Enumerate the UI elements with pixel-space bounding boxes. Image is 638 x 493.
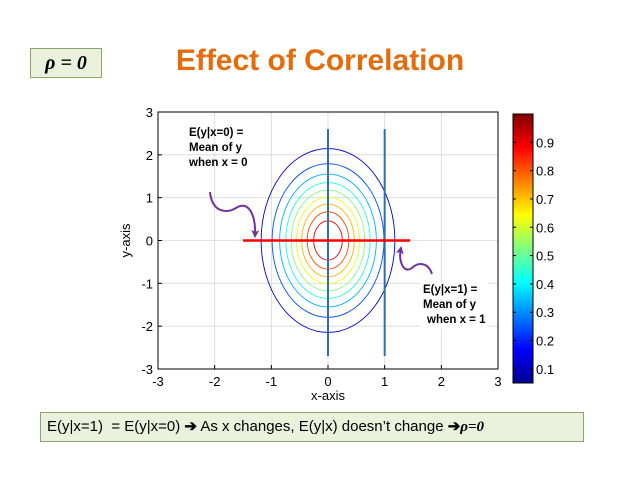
annotation-arrow-x1 [395,246,433,275]
annotation-arrows [209,191,433,275]
annotation-e-y-given-x0: E(y|x=0) = Mean of y when x = 0 [189,126,247,171]
y-axis-label: y-axis [118,223,133,257]
x-tick-label: 2 [438,374,445,389]
colorbar: 0.1 0.2 0.3 0.4 0.5 0.6 0.7 0.8 0.9 [512,113,554,384]
x-tick-label: -3 [152,374,164,389]
x-tick-label: 3 [494,374,501,389]
slide-title: Effect of Correlation [175,44,465,77]
colorbar-tick-label: 0.6 [536,220,554,235]
conclusion-text-1: E(y|x=1) = E(y|x=0) [47,418,185,435]
y-tick-label: -2 [141,319,153,334]
colorbar-tick-label: 0.3 [536,305,554,320]
colorbar-tick-label: 0.7 [536,192,554,207]
y-tick-label: 1 [146,191,153,206]
colorbar-tick-label: 0.5 [536,249,554,264]
rho-label-box: ρ = 0 [30,48,102,78]
colorbar-tick-label: 0.8 [536,164,554,179]
plot-area: -3 -2 -1 0 1 2 3 -3 -2 -1 0 1 2 3 x-axis y-axis [118,105,502,403]
conclusion-box: E(y|x=1) = E(y|x=0) ➔ As x changes, E(y|… [40,412,584,442]
x-tick-label: -1 [266,374,278,389]
annotation-e-y-given-x1: E(y|x=1) = Mean of y when x = 1 [420,282,489,329]
annotation-e0-line3: when x = 0 [189,157,248,169]
x-axis-label: x-axis [311,388,345,403]
y-tick-label: -1 [141,276,153,291]
rho-label: ρ = 0 [45,52,87,74]
y-tick-label: -3 [141,362,153,377]
colorbar-gradient [512,113,534,384]
colorbar-tick-label: 0.1 [536,362,554,377]
conclusion-rho: ρ=0 [460,419,485,435]
annotation-e0-line2: Mean of y [189,142,243,154]
annotation-e0-line1: E(y|x=0) = [189,127,244,139]
arrow-icon: ➔ [184,418,197,435]
y-tick-label: 0 [146,234,153,249]
x-tick-label: 1 [381,374,388,389]
annotation-e1-line1: E(y|x=1) = [423,284,478,296]
y-tick-label: 3 [146,105,153,120]
conclusion-text-2: As x changes, E(y|x) doesn’t change [197,418,448,435]
x-tick-label: -2 [209,374,221,389]
colorbar-tick-label: 0.9 [536,135,554,150]
annotation-arrow-x0 [209,191,260,238]
x-tick-label: 0 [324,374,331,389]
colorbar-tick-label: 0.4 [536,277,554,292]
arrow-icon: ➔ [447,418,461,435]
annotation-e1-line2: Mean of y [423,299,477,311]
colorbar-tick-label: 0.2 [536,334,554,349]
annotation-e1-line3: when x = 1 [427,314,486,326]
y-tick-label: 2 [146,148,153,163]
